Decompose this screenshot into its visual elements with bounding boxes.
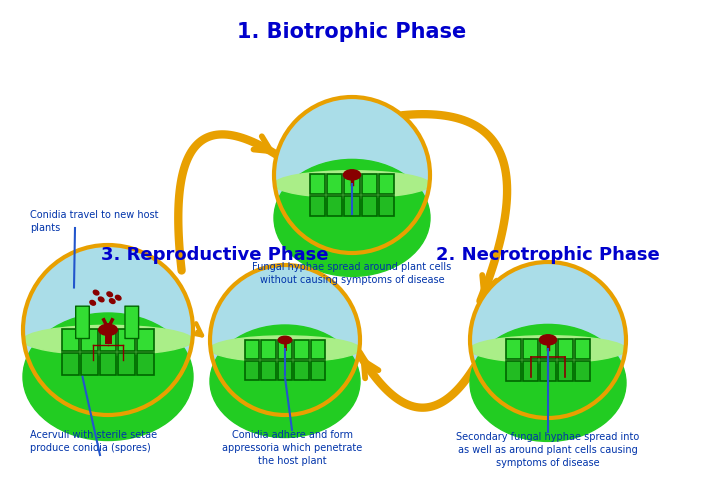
Ellipse shape — [470, 324, 626, 442]
FancyBboxPatch shape — [75, 306, 90, 339]
FancyBboxPatch shape — [379, 174, 394, 194]
FancyBboxPatch shape — [245, 340, 259, 358]
FancyBboxPatch shape — [262, 361, 276, 379]
FancyBboxPatch shape — [62, 329, 79, 351]
Circle shape — [210, 265, 360, 415]
Text: Conidia travel to new host
plants: Conidia travel to new host plants — [30, 210, 159, 233]
FancyBboxPatch shape — [294, 340, 309, 358]
Ellipse shape — [210, 325, 360, 437]
FancyBboxPatch shape — [99, 329, 116, 351]
FancyBboxPatch shape — [541, 361, 556, 381]
Circle shape — [274, 97, 430, 253]
FancyBboxPatch shape — [137, 353, 154, 375]
Text: 2. Necrotrophic Phase: 2. Necrotrophic Phase — [436, 246, 660, 264]
FancyBboxPatch shape — [310, 196, 325, 216]
Text: Fungal hyphae spread around plant cells
without causing symptoms of disease: Fungal hyphae spread around plant cells … — [252, 262, 452, 285]
FancyBboxPatch shape — [558, 340, 572, 359]
Text: Acervuli with sterile setae
produce conidia (spores): Acervuli with sterile setae produce coni… — [30, 430, 157, 453]
Ellipse shape — [23, 325, 193, 355]
Text: 1. Biotrophic Phase: 1. Biotrophic Phase — [238, 22, 467, 42]
Circle shape — [470, 262, 626, 418]
Text: 3. Reproductive Phase: 3. Reproductive Phase — [102, 246, 329, 264]
FancyBboxPatch shape — [506, 340, 521, 359]
FancyBboxPatch shape — [558, 361, 572, 381]
FancyBboxPatch shape — [137, 329, 154, 351]
Ellipse shape — [99, 324, 117, 335]
Ellipse shape — [109, 299, 115, 304]
FancyBboxPatch shape — [99, 353, 116, 375]
FancyBboxPatch shape — [118, 329, 135, 351]
FancyBboxPatch shape — [311, 340, 325, 358]
FancyBboxPatch shape — [506, 361, 521, 381]
Text: Secondary fungal hyphae spread into
as well as around plant cells causing
sympto: Secondary fungal hyphae spread into as w… — [456, 432, 639, 468]
FancyBboxPatch shape — [575, 361, 590, 381]
Ellipse shape — [23, 313, 193, 441]
Ellipse shape — [210, 336, 360, 362]
Ellipse shape — [343, 170, 360, 180]
FancyBboxPatch shape — [311, 361, 325, 379]
FancyBboxPatch shape — [523, 340, 539, 359]
FancyBboxPatch shape — [310, 174, 325, 194]
FancyBboxPatch shape — [278, 340, 293, 358]
FancyBboxPatch shape — [118, 353, 135, 375]
Ellipse shape — [470, 336, 626, 363]
Ellipse shape — [539, 335, 556, 345]
FancyBboxPatch shape — [541, 340, 556, 359]
Ellipse shape — [107, 292, 113, 297]
FancyBboxPatch shape — [81, 353, 98, 375]
Text: Conidia adhere and form
appressoria which penetrate
the host plant: Conidia adhere and form appressoria whic… — [222, 430, 362, 467]
Circle shape — [23, 245, 193, 415]
FancyBboxPatch shape — [345, 196, 360, 216]
Ellipse shape — [90, 300, 95, 305]
Ellipse shape — [99, 297, 104, 302]
Ellipse shape — [278, 336, 292, 344]
FancyBboxPatch shape — [379, 196, 394, 216]
FancyBboxPatch shape — [81, 329, 98, 351]
FancyBboxPatch shape — [62, 353, 79, 375]
FancyBboxPatch shape — [327, 174, 343, 194]
FancyBboxPatch shape — [125, 306, 139, 339]
FancyBboxPatch shape — [262, 340, 276, 358]
FancyBboxPatch shape — [327, 196, 343, 216]
FancyBboxPatch shape — [362, 196, 376, 216]
FancyBboxPatch shape — [523, 361, 539, 381]
Ellipse shape — [116, 296, 121, 300]
FancyBboxPatch shape — [362, 174, 376, 194]
Ellipse shape — [274, 160, 430, 276]
FancyBboxPatch shape — [294, 361, 309, 379]
FancyBboxPatch shape — [245, 361, 259, 379]
FancyBboxPatch shape — [575, 340, 590, 359]
Ellipse shape — [274, 171, 430, 198]
FancyBboxPatch shape — [345, 174, 360, 194]
FancyBboxPatch shape — [278, 361, 293, 379]
Ellipse shape — [93, 290, 99, 295]
